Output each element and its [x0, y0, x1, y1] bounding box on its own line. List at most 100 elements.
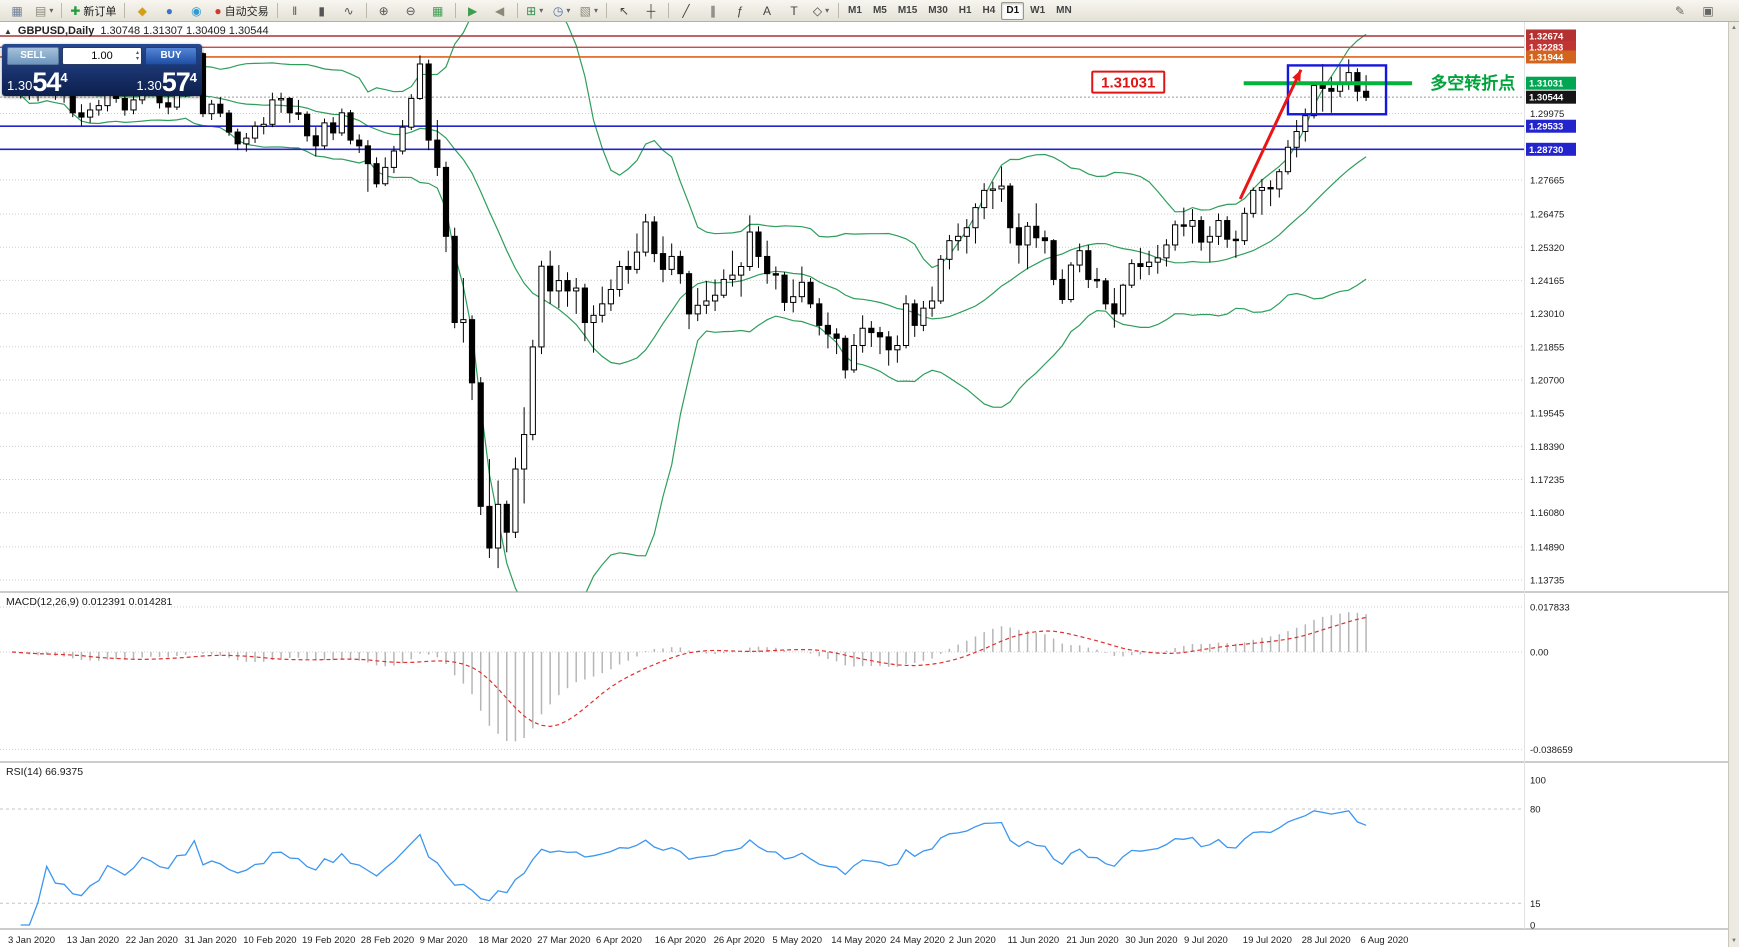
date-axis-label: 22 Jan 2020 — [126, 935, 178, 946]
timeframe-m1[interactable]: M1 — [848, 5, 862, 16]
bollinger-upper-band — [11, 22, 1367, 269]
quick-edit-icon: ✎ — [1674, 3, 1686, 18]
rsi-axis-label: 80 — [1530, 805, 1541, 816]
auto-scroll-icon[interactable]: ▶ — [460, 1, 486, 21]
periods-icon[interactable]: ◷ ▾ — [549, 1, 575, 21]
trendline-icon: ╱ — [682, 3, 690, 18]
auto-trading-button[interactable]: ● 自动交易 — [210, 1, 272, 21]
volume-up-arrow[interactable]: ▴ — [135, 49, 139, 56]
profiles-icon[interactable]: ▤ ▾ — [31, 1, 57, 21]
market-watch-icon[interactable]: ◆ — [129, 1, 155, 21]
price-tag-text: 1.30544 — [1529, 93, 1564, 104]
toolbar-separator — [365, 3, 367, 18]
price-tag-text: 1.32674 — [1529, 32, 1564, 43]
panels-icon[interactable]: ▣ — [1695, 1, 1721, 21]
trendline-icon[interactable]: ╱ — [673, 1, 699, 21]
tile-windows-icon: ▦ — [432, 3, 444, 18]
line-chart-icon[interactable]: ∿ — [336, 1, 362, 21]
scroll-down-arrow[interactable]: ▼ — [1731, 938, 1737, 944]
buy-button[interactable]: BUY — [145, 46, 197, 65]
timeframe-h1[interactable]: H1 — [958, 5, 972, 16]
macd-panel — [11, 612, 1367, 742]
sell-button[interactable]: SELL — [7, 46, 59, 65]
community-icon[interactable]: ◉ — [183, 1, 209, 21]
sell-price-prefix: 1.30 — [7, 78, 33, 93]
volume-value: 1.00 — [91, 49, 113, 62]
trend-arrow-line[interactable] — [1238, 69, 1303, 200]
chart-shift-icon[interactable]: ◀ — [487, 1, 513, 21]
zoom-in-icon: ⊕ — [378, 3, 389, 18]
templates-icon[interactable]: ▧ ▾ — [576, 1, 602, 21]
fibonacci-icon: ƒ — [736, 3, 744, 18]
date-axis-label: 13 Jan 2020 — [67, 935, 119, 946]
timeframe-m15[interactable]: M15 — [897, 5, 918, 16]
buy-price-display[interactable]: 1.30 57 4 — [136, 69, 197, 96]
sell-price-display[interactable]: 1.30 54 4 — [7, 67, 68, 97]
price-axis-label: 1.13735 — [1530, 576, 1564, 587]
candlestick-chart-icon[interactable]: ▮ — [309, 1, 335, 21]
new-chart-icon[interactable]: ▦ — [4, 1, 30, 21]
timeframe-mn[interactable]: MN — [1056, 5, 1072, 16]
accounts-icon[interactable]: ● — [156, 1, 182, 21]
date-axis-label: 11 Jun 2020 — [1008, 935, 1060, 946]
volume-input[interactable]: 1.00 ▴ ▾ — [62, 46, 142, 65]
price-axis-label: 1.14890 — [1530, 542, 1564, 553]
rsi-axis-label: 100 — [1530, 776, 1546, 787]
sell-price-big: 54 — [32, 67, 61, 97]
chart-canvas[interactable]: 1.29975 1.27665 1.26475 1.25320 1.24165 1.230… — [0, 22, 1739, 947]
price-tag-text: 1.31031 — [1529, 79, 1564, 90]
price-axis-label: 1.24165 — [1530, 276, 1564, 287]
toolbar-right-group: ✎ ▣ — [1667, 1, 1721, 21]
fibonacci-icon[interactable]: ƒ — [727, 1, 753, 21]
price-flag-label[interactable]: 1.31031 — [1091, 70, 1166, 94]
new-order-button[interactable]: ✚ 新订单 — [66, 1, 120, 21]
channel-icon[interactable]: ∥ — [700, 1, 726, 21]
rsi-panel — [20, 810, 1367, 926]
quick-edit-icon[interactable]: ✎ — [1667, 1, 1693, 21]
label-icon[interactable]: T — [781, 1, 807, 21]
one-click-collapse-toggle[interactable]: ▲ — [4, 26, 12, 36]
crosshair-icon[interactable]: ┼ — [638, 1, 664, 21]
text-icon[interactable]: A — [754, 1, 780, 21]
bar-chart-icon: ‖ — [292, 3, 298, 18]
zoom-out-icon[interactable]: ⊖ — [398, 1, 424, 21]
date-axis: 3 Jan 2020 13 Jan 2020 22 Jan 2020 31 Jan 2… — [8, 935, 1408, 946]
sell-price-pipette: 4 — [60, 70, 68, 85]
price-tag-text: 1.32283 — [1529, 43, 1563, 54]
turning-point-text[interactable]: 多空转折点 — [1430, 73, 1515, 93]
date-axis-label: 9 Mar 2020 — [420, 935, 468, 946]
timeframe-m30[interactable]: M30 — [928, 5, 948, 16]
timeframe-h4[interactable]: H4 — [982, 5, 996, 16]
buy-price-pipette: 4 — [189, 70, 197, 85]
timeframe-w1[interactable]: W1 — [1030, 5, 1046, 16]
vertical-scrollbar[interactable]: ▲ ▼ — [1728, 22, 1739, 947]
price-tag — [1526, 76, 1576, 90]
bar-chart-icon[interactable]: ‖ — [282, 1, 308, 21]
rsi-axis-label: 0 — [1530, 921, 1535, 932]
cursor-icon[interactable]: ↖ — [611, 1, 637, 21]
macd-axis-label: 0.00 — [1530, 648, 1549, 659]
date-axis-label: 21 Jun 2020 — [1066, 935, 1118, 946]
indicators-icon[interactable]: ⊞ ▾ — [522, 1, 548, 21]
zoom-in-icon[interactable]: ⊕ — [371, 1, 397, 21]
timeframe-d1[interactable]: D1 — [1001, 1, 1025, 20]
timeframe-m5[interactable]: M5 — [872, 5, 887, 16]
cursor-icon: ↖ — [619, 3, 630, 18]
date-axis-label: 5 May 2020 — [772, 935, 822, 946]
zoom-out-icon: ⊖ — [405, 3, 416, 18]
chevron-down-icon: ▾ — [825, 6, 830, 15]
volume-down-arrow[interactable]: ▾ — [135, 55, 139, 62]
toolbar-separator — [276, 3, 278, 18]
channel-icon: ∥ — [710, 3, 717, 18]
price-axis-label: 1.19545 — [1530, 409, 1564, 420]
new-order-button-label: 新订单 — [83, 5, 117, 18]
macd-signal-line — [11, 616, 1367, 728]
date-axis-label: 16 Apr 2020 — [655, 935, 706, 946]
axis-labels: 1.29975 1.27665 1.26475 1.25320 1.24165 1.230… — [6, 109, 1573, 931]
scroll-up-arrow[interactable]: ▲ — [1731, 25, 1737, 31]
shapes-icon[interactable]: ◇ ▾ — [808, 1, 834, 21]
tile-windows-icon[interactable]: ▦ — [425, 1, 451, 21]
date-axis-label: 19 Jul 2020 — [1243, 935, 1292, 946]
consolidation-rectangle[interactable] — [1286, 64, 1388, 116]
